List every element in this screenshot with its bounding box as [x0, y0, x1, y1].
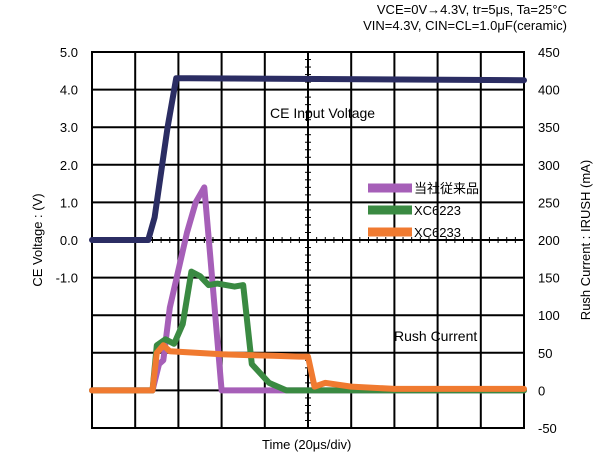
right-tick-label: 250: [538, 195, 560, 210]
left-tick-label: 2.0: [60, 158, 78, 173]
right-tick-label: 0: [538, 383, 545, 398]
right-tick-label: 450: [538, 45, 560, 60]
right-tick-label: 300: [538, 158, 560, 173]
right-tick-label: 100: [538, 308, 560, 323]
right-tick-label: 50: [538, 346, 552, 361]
right-tick-label: 200: [538, 233, 560, 248]
x-axis-title: Time (20μs/div): [262, 437, 351, 452]
left-tick-label: -1.0: [56, 271, 78, 286]
right-tick-label: -50: [538, 421, 557, 436]
left-axis-title: CE Voltage : (V): [30, 193, 45, 286]
right-tick-label: 400: [538, 83, 560, 98]
legend-label: XC6223: [414, 203, 461, 218]
annotation-ce-input-voltage: CE Input Voltage: [270, 105, 375, 121]
series-line: [89, 268, 527, 394]
test-conditions-line1: VCE=0V→4.3V, tr=5μs, Ta=25°C: [376, 2, 567, 17]
right-tick-label: 150: [538, 271, 560, 286]
series-line: [89, 184, 527, 394]
left-tick-label: 1.0: [60, 195, 78, 210]
left-tick-label: 4.0: [60, 83, 78, 98]
legend-label: XC6233: [414, 225, 461, 240]
right-axis-title: Rush Current : IRUSH (mA): [578, 160, 593, 320]
annotation-rush-current: Rush Current: [394, 328, 477, 344]
legend-label: 当社従来品: [414, 181, 479, 196]
right-tick-label: 350: [538, 120, 560, 135]
left-tick-label: 5.0: [60, 45, 78, 60]
test-conditions-line2: VIN=4.3V, CIN=CL=1.0μF(ceramic): [363, 18, 567, 33]
left-tick-label: 3.0: [60, 120, 78, 135]
left-tick-label: 0.0: [60, 233, 78, 248]
series-line: [89, 75, 527, 243]
series-line: [89, 342, 527, 394]
